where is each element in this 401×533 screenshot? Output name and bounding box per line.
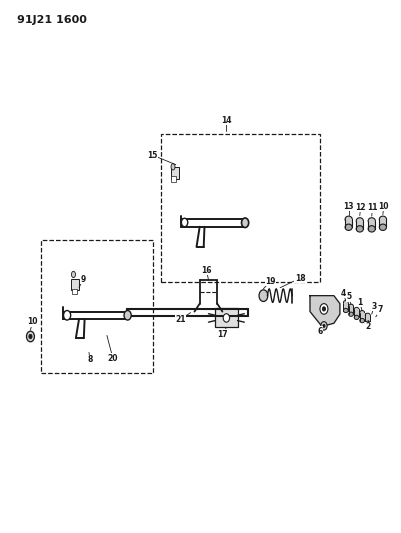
Circle shape <box>320 304 328 314</box>
Bar <box>368 221 375 229</box>
Circle shape <box>181 218 188 227</box>
Text: 91J21 1600: 91J21 1600 <box>17 15 87 25</box>
Bar <box>348 306 353 314</box>
Polygon shape <box>310 296 340 326</box>
Bar <box>72 289 77 294</box>
Text: 11: 11 <box>367 203 378 212</box>
Circle shape <box>323 324 325 327</box>
Bar <box>365 316 370 323</box>
Ellipse shape <box>345 224 352 230</box>
Ellipse shape <box>345 216 352 222</box>
Text: 20: 20 <box>107 354 118 363</box>
Text: 5: 5 <box>346 292 351 301</box>
Bar <box>379 219 387 227</box>
Text: 8: 8 <box>87 356 93 365</box>
Bar <box>344 303 348 311</box>
Circle shape <box>322 307 326 311</box>
Text: 10: 10 <box>379 201 389 211</box>
Circle shape <box>241 218 249 228</box>
Ellipse shape <box>368 217 375 224</box>
Ellipse shape <box>344 301 348 305</box>
Text: 1: 1 <box>357 298 363 307</box>
Bar <box>215 309 237 327</box>
Text: 12: 12 <box>355 203 366 212</box>
Circle shape <box>63 311 71 320</box>
Text: 17: 17 <box>217 330 228 339</box>
Text: 14: 14 <box>221 116 232 125</box>
Ellipse shape <box>365 313 370 317</box>
Ellipse shape <box>379 216 387 222</box>
Circle shape <box>223 314 229 322</box>
Ellipse shape <box>365 321 370 325</box>
Bar <box>356 221 363 229</box>
Ellipse shape <box>354 308 359 312</box>
Text: 13: 13 <box>343 201 354 211</box>
Text: 19: 19 <box>265 277 275 286</box>
Text: 7: 7 <box>378 305 383 314</box>
Ellipse shape <box>171 164 175 170</box>
Bar <box>161 134 320 282</box>
Text: 15: 15 <box>148 151 158 160</box>
Text: 2: 2 <box>365 322 371 332</box>
Circle shape <box>259 290 268 302</box>
Bar <box>172 176 176 182</box>
Ellipse shape <box>356 225 363 232</box>
Bar <box>171 167 178 179</box>
Ellipse shape <box>368 225 375 232</box>
Ellipse shape <box>379 224 387 230</box>
Bar <box>354 310 359 317</box>
Bar <box>360 313 365 320</box>
Ellipse shape <box>360 318 365 322</box>
Ellipse shape <box>360 311 365 315</box>
Text: 10: 10 <box>27 317 38 326</box>
Ellipse shape <box>356 217 363 224</box>
Ellipse shape <box>354 316 359 319</box>
Bar <box>71 279 79 290</box>
Text: 6: 6 <box>317 327 322 336</box>
Ellipse shape <box>71 271 75 278</box>
Circle shape <box>26 331 34 342</box>
Ellipse shape <box>344 309 348 313</box>
Bar <box>345 219 352 227</box>
Text: 16: 16 <box>201 266 212 274</box>
Bar <box>41 240 153 373</box>
Text: 18: 18 <box>295 273 306 282</box>
Ellipse shape <box>348 312 353 317</box>
Text: 9: 9 <box>80 274 86 284</box>
Circle shape <box>124 311 131 320</box>
Text: 3: 3 <box>371 302 377 311</box>
Text: 4: 4 <box>340 288 346 297</box>
Circle shape <box>29 334 32 338</box>
Ellipse shape <box>348 304 353 309</box>
Text: 21: 21 <box>175 315 186 324</box>
Circle shape <box>321 321 327 330</box>
